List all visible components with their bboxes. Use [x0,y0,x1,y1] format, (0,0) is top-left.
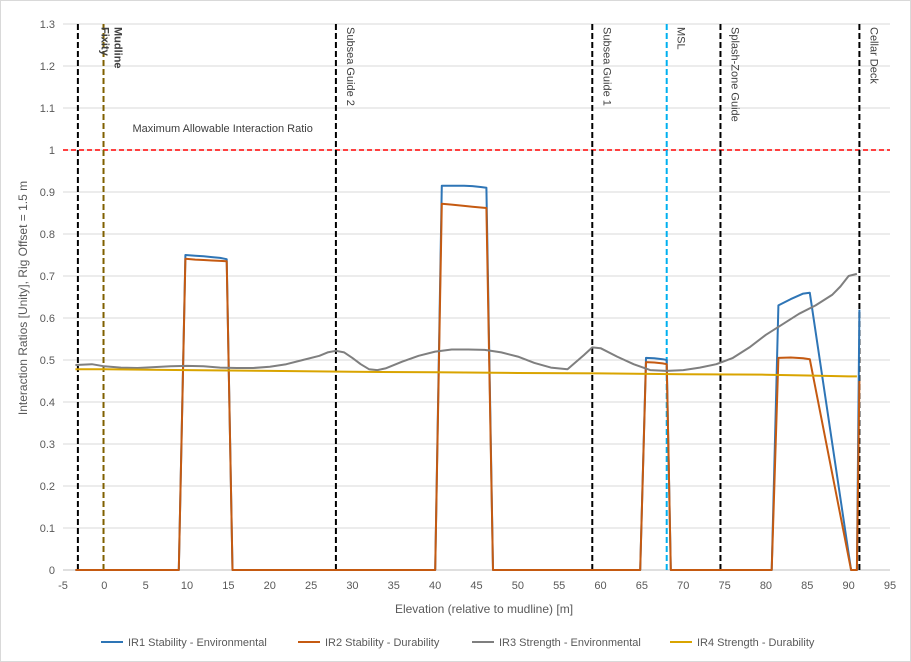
legend: IR1 Stability - Environmental IR2 Stabili… [101,637,815,649]
y-tick-label: 0.3 [40,439,55,451]
series-line-ir4 [75,368,857,378]
x-tick-label: 5 [143,580,149,592]
y-tick-label: 0 [49,565,55,577]
y-tick-label: 0.4 [40,397,55,409]
y-axis-title: Interaction Ratios [Unity], Rig Offset =… [16,181,30,415]
x-tick-label: 40 [429,580,441,592]
y-tick-label: 0.9 [40,187,55,199]
reference-line-label: Splash-Zone Guide [728,27,740,122]
x-tick-label: 95 [884,580,896,592]
legend-label: IR3 Strength - Environmental [499,637,641,649]
y-tick-label: 0.5 [40,355,55,367]
series-line-ir1 [75,184,861,571]
x-tick-label: 55 [553,580,565,592]
reference-labels: Maximum Allowable Interaction Ratio Mudli… [99,27,880,135]
series-lines [75,184,861,571]
gridlines [63,23,890,529]
series-line-ir3 [75,272,858,372]
reference-line-label: Subsea Guide 1 [600,27,612,106]
x-tick-label: 15 [222,580,234,592]
x-tick-label: 0 [101,580,107,592]
axes: 0 0.1 0.2 0.3 0.4 0.5 0.6 0.7 0.8 0.9 1 1.1 1.2 1.3 -5… [40,19,896,592]
x-tick-label: 25 [305,580,317,592]
x-tick-label: 75 [718,580,730,592]
x-tick-label: 30 [346,580,358,592]
y-tick-label: 1.3 [40,19,55,31]
y-tick-label: 0.2 [40,481,55,493]
reference-line-label: MSL [675,27,687,50]
x-tick-label: 65 [636,580,648,592]
y-tick-label: 0.8 [40,229,55,241]
reference-line-label: Mudline [112,27,124,69]
reference-line-label: Fixity [99,27,111,57]
x-tick-label: 10 [181,580,193,592]
x-tick-label: -5 [58,580,68,592]
x-tick-label: 85 [801,580,813,592]
y-tick-label: 1.1 [40,103,55,115]
y-tick-label: 0.1 [40,523,55,535]
x-tick-label: 20 [264,580,276,592]
y-tick-label: 0.6 [40,313,55,325]
x-tick-label: 80 [760,580,772,592]
max-allowable-ratio-label: Maximum Allowable Interaction Ratio [132,123,312,135]
x-tick-label: 70 [677,580,689,592]
legend-label: IR1 Stability - Environmental [128,637,267,649]
x-tick-label: 35 [388,580,400,592]
series-line-ir2 [75,202,861,571]
x-tick-label: 50 [512,580,524,592]
legend-label: IR4 Strength - Durability [697,637,815,649]
y-tick-label: 0.7 [40,271,55,283]
x-tick-label: 45 [470,580,482,592]
y-tick-label: 1.2 [40,61,55,73]
reference-line-label: Subsea Guide 2 [344,27,356,106]
y-tick-label: 1 [49,145,55,157]
x-tick-label: 60 [594,580,606,592]
reference-line-label: Cellar Deck [867,27,879,84]
x-tick-label: 90 [843,580,855,592]
reference-lines [63,24,890,570]
legend-label: IR2 Stability - Durability [325,637,440,649]
x-axis-title: Elevation (relative to mudline) [m] [395,602,573,616]
